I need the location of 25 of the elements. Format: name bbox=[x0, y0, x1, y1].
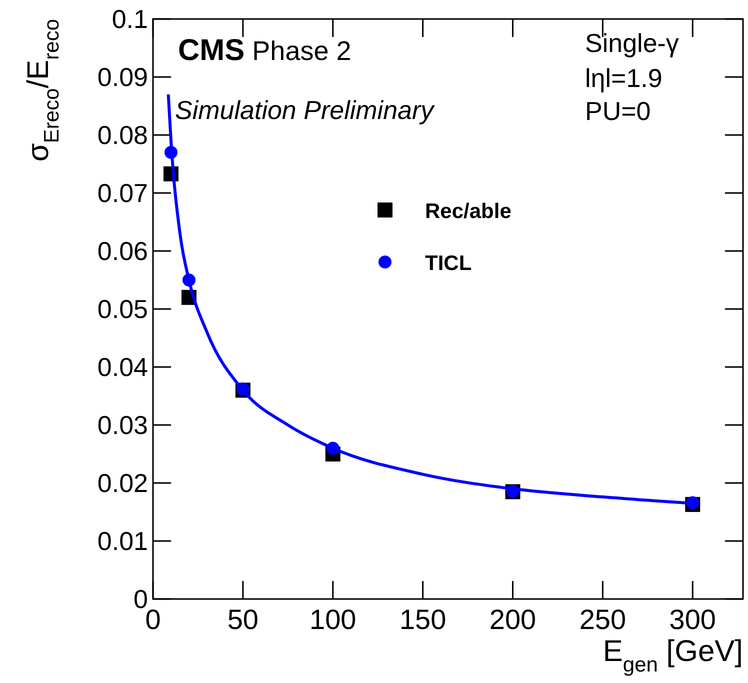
x-tick-label: 100 bbox=[310, 604, 356, 635]
legend-label: TICL bbox=[425, 252, 472, 275]
y-tick-label: 0.01 bbox=[97, 526, 148, 556]
x-tick-label: 250 bbox=[579, 604, 626, 635]
y-tick-label: 0.02 bbox=[97, 468, 148, 498]
annotation: PU=0 bbox=[585, 96, 651, 126]
annotation: lηl=1.9 bbox=[585, 63, 662, 93]
y-tick-label: 0.09 bbox=[97, 62, 148, 92]
annotation: CMS Phase 2 bbox=[178, 34, 352, 67]
x-axis-title: E$_{gen}$ [GeV] bbox=[602, 635, 743, 676]
x-tick-label: 300 bbox=[669, 604, 716, 635]
y-tick-label: 0.1 bbox=[112, 4, 148, 34]
y-tick-label: 0 bbox=[134, 584, 148, 614]
x-tick-label: 150 bbox=[399, 604, 446, 635]
annotation: Single-γ bbox=[585, 28, 679, 58]
y-tick-label: 0.03 bbox=[97, 410, 148, 440]
y-tick-label: 0.06 bbox=[97, 236, 148, 266]
annotation: Simulation Preliminary bbox=[175, 95, 436, 125]
x-tick-label: 50 bbox=[227, 604, 259, 635]
y-tick-label: 0.05 bbox=[97, 294, 148, 324]
y-tick-label: 0.08 bbox=[97, 120, 148, 150]
y-tick-label: 0.04 bbox=[97, 352, 148, 382]
x-tick-label: 200 bbox=[489, 604, 536, 635]
legend-label: Rec/able bbox=[425, 200, 512, 223]
y-tick-label: 0.07 bbox=[97, 178, 148, 208]
